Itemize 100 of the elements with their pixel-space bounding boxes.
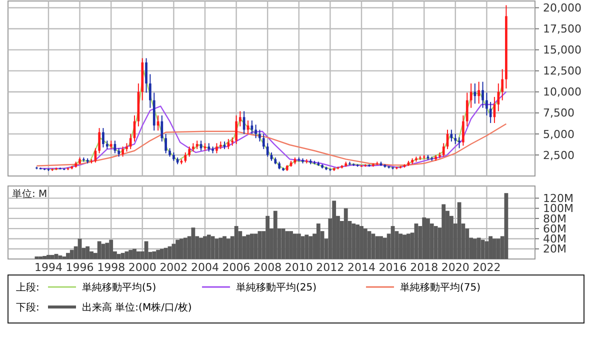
bar — [356, 224, 360, 259]
x-tick-label: 2012 — [316, 261, 344, 274]
legend-label: 単純移動平均(5) — [82, 282, 156, 294]
bar — [58, 255, 62, 259]
x-tick-label: 2002 — [160, 261, 188, 274]
bar — [296, 234, 301, 259]
y-tick-label: 5,000 — [543, 128, 574, 141]
bar — [332, 200, 336, 259]
candlestick — [145, 58, 148, 94]
candlestick — [466, 92, 468, 127]
bar — [86, 246, 90, 259]
bar — [183, 238, 188, 259]
candlestick — [149, 74, 152, 108]
candlestick — [462, 114, 464, 146]
x-tick-label: 2020 — [441, 261, 470, 274]
candlestick — [122, 146, 124, 158]
bar — [496, 238, 500, 259]
bar — [214, 238, 219, 259]
bar — [62, 256, 66, 259]
legend-label: 出来高 単位:(M株/口/枚) — [82, 302, 192, 314]
x-tick-label: 2014 — [348, 261, 376, 274]
bar — [226, 238, 230, 259]
x-tick-label: 1996 — [66, 261, 94, 274]
bar — [78, 238, 82, 259]
bar — [414, 224, 418, 259]
bar — [472, 238, 477, 259]
bar — [206, 234, 211, 259]
candlestick — [486, 92, 488, 116]
candlestick — [482, 81, 484, 108]
bar — [480, 240, 485, 259]
candlestick — [262, 133, 265, 150]
bar — [152, 251, 156, 259]
bar — [281, 228, 286, 259]
bar — [70, 250, 74, 259]
bar — [50, 254, 54, 259]
y-tick-label: 12,500 — [543, 64, 582, 78]
bar — [308, 236, 313, 259]
candlestick — [129, 133, 132, 150]
candlestick — [454, 133, 457, 145]
bar — [156, 250, 160, 259]
bar — [371, 234, 376, 259]
candlestick — [102, 128, 104, 148]
bar — [304, 234, 309, 259]
candlestick — [160, 114, 164, 142]
x-tick-label: 2006 — [222, 261, 250, 274]
bar — [476, 238, 481, 259]
bar — [300, 236, 305, 259]
bar — [344, 208, 348, 259]
candlestick — [442, 142, 445, 158]
bar — [191, 228, 196, 259]
bar — [136, 251, 140, 259]
legend-title: 上段: — [16, 282, 40, 294]
x-tick-label: 2016 — [378, 261, 407, 274]
bar — [258, 231, 262, 259]
candlestick — [164, 133, 167, 154]
candlestick — [497, 82, 500, 112]
x-tick-label: 1994 — [34, 261, 62, 274]
candlestick — [235, 114, 238, 145]
bar — [218, 238, 223, 259]
x-tick-label: 2008 — [254, 261, 282, 274]
y-tick-label: 10,000 — [543, 86, 582, 99]
candlestick — [216, 142, 218, 154]
bar — [442, 204, 446, 259]
y-tick-label: 7,500 — [543, 106, 574, 120]
bar — [164, 248, 168, 259]
bar — [367, 231, 372, 259]
candlestick — [98, 128, 100, 154]
x-tick-label: 2010 — [284, 261, 313, 274]
bar — [42, 256, 46, 259]
bar — [457, 202, 462, 259]
bar — [109, 240, 114, 259]
bar — [434, 226, 438, 259]
y-tick-label: 20,000 — [543, 2, 582, 15]
bar — [176, 240, 180, 259]
bar — [66, 252, 70, 259]
x-tick-label: 2022 — [472, 261, 501, 274]
bar — [250, 234, 254, 259]
bar — [375, 236, 380, 259]
bar — [398, 234, 403, 259]
y-tick-label: 2,500 — [543, 148, 574, 162]
line-series — [38, 91, 507, 170]
candlestick — [254, 124, 257, 139]
bar — [128, 250, 133, 259]
candlestick — [188, 146, 191, 158]
bar — [234, 226, 238, 259]
bar — [285, 231, 290, 259]
bar — [160, 248, 164, 259]
bar — [46, 254, 50, 259]
bar — [105, 242, 110, 259]
y-tick-label: 17,500 — [543, 22, 582, 36]
bar — [116, 254, 121, 259]
bar — [504, 193, 508, 259]
x-tick-label: 2004 — [190, 261, 219, 274]
bar — [422, 217, 426, 259]
candlestick — [184, 152, 187, 164]
bar — [390, 226, 395, 259]
bar — [97, 241, 102, 259]
bar — [254, 234, 258, 259]
bar — [266, 216, 270, 259]
bar — [38, 256, 43, 259]
